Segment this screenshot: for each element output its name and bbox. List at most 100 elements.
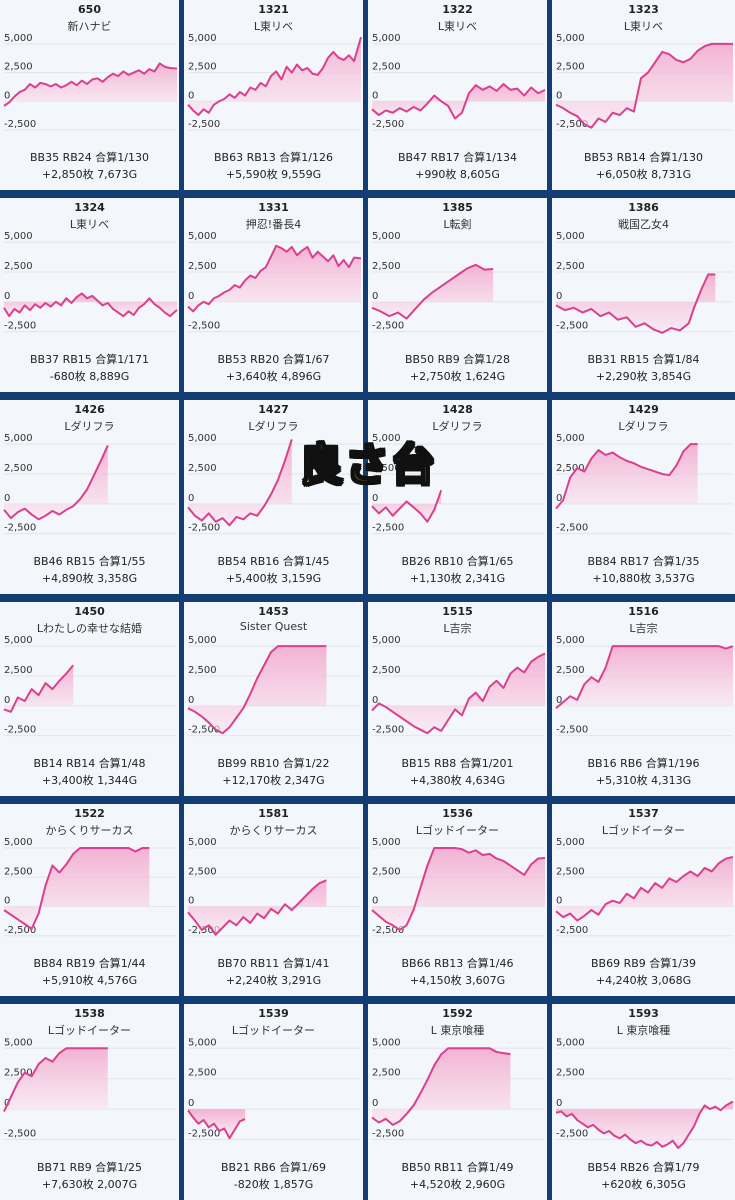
y-tick-label: 0 — [4, 291, 10, 302]
chart-panel: 1516 L吉宗 5,000 2,500 0 -2,500 BB16 RB6 合算1/196… — [552, 602, 735, 796]
bonus-stats: BB37 RB15 合算1/171 — [30, 353, 149, 366]
chart-panel: 650 新ハナビ 5,000 2,500 0 -2,500 BB35 RB24 合算1/13… — [0, 0, 179, 190]
machine-number: 650 — [78, 3, 101, 16]
y-tick-label: -2,500 — [4, 1128, 36, 1139]
y-tick-label: 5,000 — [556, 33, 585, 44]
series-line — [3, 1047, 108, 1112]
y-tick-label: -2,500 — [4, 523, 36, 534]
series-line — [555, 855, 734, 922]
banner-text: 良さ台 — [298, 439, 437, 492]
bonus-stats: BB63 RB13 合算1/126 — [214, 151, 333, 164]
y-tick-label: 2,500 — [556, 1068, 585, 1079]
y-tick-label: 2,500 — [556, 463, 585, 474]
result-stats: +2,290枚 3,854G — [595, 370, 692, 383]
y-tick-label: 2,500 — [188, 463, 217, 474]
y-tick-label: 0 — [188, 1098, 194, 1109]
result-stats: +5,910枚 4,576G — [41, 974, 138, 987]
y-tick-label: -2,500 — [372, 725, 404, 736]
y-tick-label: -2,500 — [188, 523, 220, 534]
machine-number: 1522 — [74, 807, 105, 820]
series-area — [556, 1101, 733, 1148]
series-area — [372, 264, 494, 319]
chart-panel: 1592 L 東京喰種 5,000 2,500 0 -2,500 BB50 RB11 合算1… — [368, 1004, 547, 1200]
y-tick-label: -2,500 — [4, 321, 36, 332]
slump-chart: 5,000 2,500 0 -2,500 — [187, 231, 362, 333]
machine-number: 1592 — [442, 1007, 473, 1020]
slump-chart: 5,000 2,500 0 -2,500 — [3, 837, 177, 937]
y-tick-label: -2,500 — [556, 119, 588, 130]
chart-panel: 1515 L吉宗 5,000 2,500 0 -2,500 BB15 RB8 合算1/201… — [368, 602, 547, 796]
slump-chart: 5,000 2,500 0 -2,500 — [187, 1037, 361, 1140]
slump-chart: 5,000 2,500 0 -2,500 — [3, 433, 177, 535]
result-stats: -680枚 8,889G — [49, 370, 130, 383]
machine-number: 1321 — [258, 3, 289, 16]
y-tick-label: 5,000 — [372, 433, 401, 444]
y-tick-label: 2,500 — [4, 866, 33, 877]
bonus-stats: BB16 RB6 合算1/196 — [587, 757, 700, 770]
y-tick-label: 5,000 — [372, 1037, 401, 1048]
y-tick-label: 2,500 — [372, 463, 401, 474]
series-line — [3, 62, 178, 107]
y-tick-label: 5,000 — [556, 433, 585, 444]
y-tick-label: 5,000 — [4, 1037, 33, 1048]
series-line — [555, 42, 733, 129]
y-tick-label: -2,500 — [372, 523, 404, 534]
bonus-stats: BB70 RB11 合算1/41 — [217, 957, 330, 970]
slump-chart: 5,000 2,500 0 -2,500 — [555, 837, 734, 937]
chart-panel: 1321 L東リベ 5,000 2,500 0 -2,500 BB63 RB13 合算1/1… — [184, 0, 363, 190]
chart-panel: 1426 Lダリフラ 5,000 2,500 0 -2,500 BB46 RB15 合算1/… — [0, 400, 179, 594]
series-area — [372, 848, 545, 930]
y-tick-label: 5,000 — [188, 33, 217, 44]
result-stats: -820枚 1,857G — [233, 1178, 314, 1191]
bonus-stats: BB50 RB9 合算1/28 — [405, 353, 510, 366]
y-tick-label: 0 — [4, 896, 10, 907]
machine-number: 1581 — [258, 807, 289, 820]
bonus-stats: BB47 RB17 合算1/134 — [398, 151, 517, 164]
y-tick-label: 0 — [188, 90, 194, 101]
machine-number: 1323 — [628, 3, 659, 16]
bonus-stats: BB15 RB8 合算1/201 — [401, 757, 514, 770]
bonus-stats: BB69 RB9 合算1/39 — [591, 957, 696, 970]
chart-panel: 1386 戦国乙女4 5,000 2,500 0 -2,500 BB31 RB15 合算1/… — [552, 198, 735, 392]
machine-name: Sister Quest — [239, 620, 308, 633]
machine-name: L東リベ — [69, 218, 110, 231]
bonus-stats: BB31 RB15 合算1/84 — [587, 353, 700, 366]
machine-number: 1516 — [628, 605, 659, 618]
series-line — [187, 1109, 246, 1140]
y-tick-label: 2,500 — [372, 261, 401, 272]
result-stats: +1,130枚 2,341G — [409, 572, 506, 585]
machine-number: 1386 — [628, 201, 659, 214]
slump-chart: 5,000 2,500 0 -2,500 — [371, 1037, 545, 1140]
chart-panel: 1581 からくりサーカス 5,000 2,500 0 -2,500 BB70 RB11 合… — [184, 804, 363, 996]
series-line — [371, 83, 546, 120]
bonus-stats: BB26 RB10 合算1/65 — [401, 555, 514, 568]
series-line — [555, 1100, 734, 1149]
chart-panel: 1385 L転剣 5,000 2,500 0 -2,500 BB50 RB9 合算1/28 +… — [368, 198, 547, 392]
slump-chart: 5,000 2,500 0 -2,500 — [3, 231, 178, 333]
machine-name: Lゴッドイーター — [601, 824, 686, 837]
y-tick-label: 0 — [4, 493, 10, 504]
bonus-stats: BB71 RB9 合算1/25 — [37, 1161, 142, 1174]
machine-number: 1593 — [628, 1007, 659, 1020]
series-line — [555, 443, 698, 510]
series-area — [4, 445, 108, 520]
machine-name: からくりサーカス — [45, 824, 134, 837]
y-tick-label: 5,000 — [556, 1037, 585, 1048]
y-tick-label: 0 — [188, 493, 194, 504]
slump-chart: 5,000 2,500 0 -2,500 — [371, 635, 546, 737]
y-tick-label: -2,500 — [188, 925, 220, 936]
y-tick-label: 5,000 — [556, 635, 585, 646]
y-tick-label: 0 — [188, 896, 194, 907]
machine-name: L吉宗 — [443, 622, 472, 635]
y-tick-label: 2,500 — [188, 261, 217, 272]
chart-panel: 1324 L東リベ 5,000 2,500 0 -2,500 BB37 RB15 合算1/1… — [0, 198, 179, 392]
slump-chart: 5,000 2,500 0 -2,500 — [187, 33, 362, 131]
machine-number: 1427 — [258, 403, 289, 416]
slump-chart: 5,000 2,500 0 -2,500 — [371, 433, 545, 535]
y-tick-label: 5,000 — [188, 1037, 217, 1048]
y-tick-label: 0 — [556, 493, 562, 504]
slump-chart: 5,000 2,500 0 -2,500 — [3, 33, 178, 131]
y-tick-label: 0 — [372, 90, 378, 101]
y-tick-label: -2,500 — [556, 523, 588, 534]
y-tick-label: 2,500 — [372, 665, 401, 676]
